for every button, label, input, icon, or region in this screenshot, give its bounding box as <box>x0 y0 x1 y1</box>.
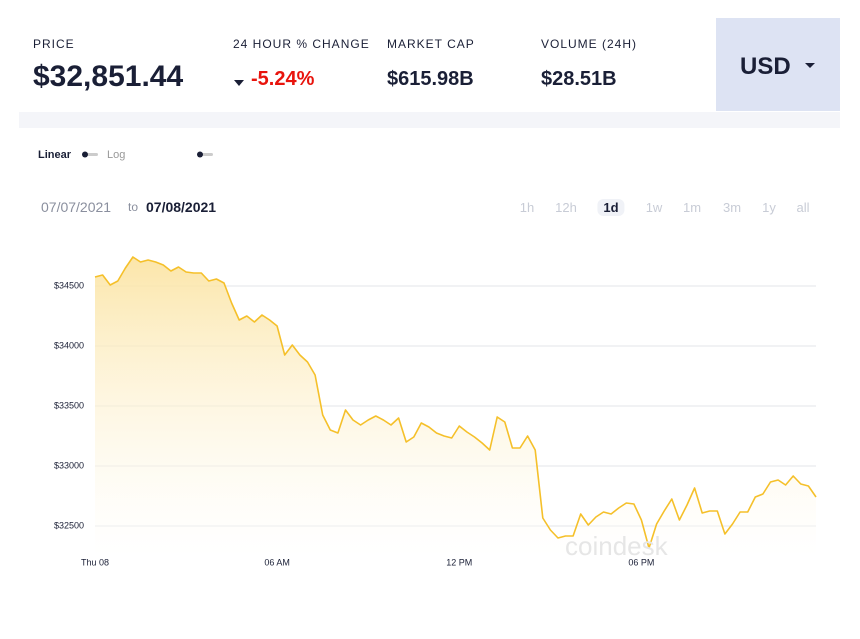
date-from: 07/07/2021 <box>41 199 112 215</box>
caret <box>805 63 815 68</box>
stat-label: VOLUME (24H) <box>541 37 638 51</box>
stat-label: PRICE <box>33 37 75 51</box>
x-tick-label: Thu 08 <box>81 557 109 567</box>
volume: $28.51B <box>541 68 617 90</box>
date-sep: to <box>128 200 139 214</box>
currency: USD <box>740 53 791 80</box>
range-button[interactable]: 1y <box>762 200 776 215</box>
watermark: coindesk <box>565 531 669 561</box>
price: $32,851.44 <box>33 60 184 93</box>
y-tick-label: $33500 <box>54 400 84 410</box>
range-button[interactable]: 12h <box>555 200 577 215</box>
range-button[interactable]: 3m <box>722 200 742 215</box>
scale-log[interactable]: Log <box>107 149 126 161</box>
date-to: 07/08/2021 <box>146 199 217 215</box>
change: -5.24% <box>251 68 315 90</box>
area <box>95 257 816 556</box>
scale-linear[interactable]: Linear <box>38 149 72 161</box>
y-tick-label: $32500 <box>54 520 84 530</box>
x-tick-label: 06 AM <box>264 557 290 567</box>
market-cap: $615.98B <box>387 68 474 90</box>
band <box>19 112 840 128</box>
currency-select[interactable]: USD <box>716 18 840 111</box>
toggle[interactable] <box>195 151 215 159</box>
range-button[interactable]: 1w <box>645 200 663 215</box>
down-arrow <box>234 80 244 86</box>
range-button[interactable]: 1m <box>682 200 702 215</box>
x-tick-label: 06 PM <box>628 557 654 567</box>
range-button[interactable]: all <box>796 200 810 215</box>
x-tick-label: 12 PM <box>446 557 472 567</box>
y-tick-label: $33000 <box>54 460 84 470</box>
toggle[interactable] <box>80 151 100 159</box>
y-tick-label: $34000 <box>54 340 84 350</box>
range-button[interactable]: 1d <box>597 199 625 216</box>
range-button[interactable]: 1h <box>519 200 535 215</box>
line <box>94 256 817 549</box>
stat-label: MARKET CAP <box>387 37 475 51</box>
stat-label: 24 HOUR % CHANGE <box>233 37 370 51</box>
y-tick-label: $34500 <box>54 280 84 290</box>
